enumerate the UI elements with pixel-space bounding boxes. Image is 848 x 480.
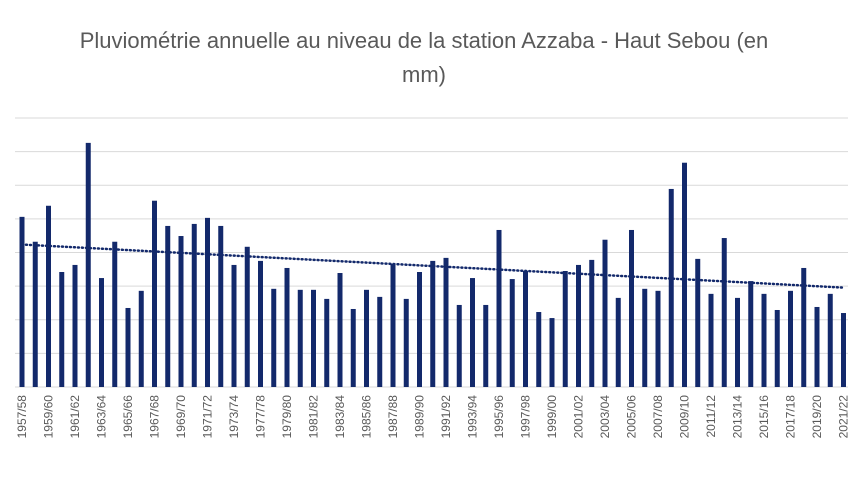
bar [191,223,197,387]
bar [536,312,542,387]
bar [72,264,78,387]
x-tick-label: 1989/90 [413,395,427,439]
bar [364,289,369,387]
x-tick-label: 2015/16 [757,395,771,439]
bar [32,241,38,387]
x-tick-label: 1957/58 [15,395,29,439]
bar [655,290,661,387]
bar [523,270,528,387]
bar [46,205,51,387]
bar [562,270,568,387]
bar [311,289,316,387]
bar [589,259,595,387]
bar [403,298,409,387]
bar [695,258,701,387]
x-tick-label: 1993/94 [466,395,480,439]
bar [721,238,727,387]
bar [337,273,343,387]
bar [615,297,621,387]
bar [456,304,462,387]
x-tick-label: 1973/74 [227,395,241,439]
x-tick-label: 1961/62 [68,395,82,439]
x-tick-label: 2021/22 [837,395,848,439]
bar [470,278,475,387]
bar [708,293,714,387]
bar [205,217,210,387]
bar [682,162,687,387]
x-tick-label: 1963/64 [95,395,109,439]
bar [417,272,422,387]
x-tick-label: 2009/10 [678,395,692,439]
bar [814,306,820,387]
bar [801,267,807,387]
bar [748,281,754,387]
bar [271,288,277,387]
x-tick-label: 1969/70 [174,395,188,439]
x-tick-label: 1967/68 [148,395,162,439]
bar [85,142,91,387]
bar [324,298,330,387]
bar [165,225,171,387]
bar [788,290,793,387]
x-tick-label: 1991/92 [439,395,453,439]
x-tick-label: 1959/60 [42,395,56,439]
bar [244,246,250,387]
x-tick-label: 1981/82 [307,395,321,439]
x-tick-label: 1965/66 [121,395,135,439]
x-tick-label: 2001/02 [572,395,586,439]
bar [735,297,740,387]
bar [668,188,674,387]
bar [430,260,436,387]
bar [152,200,157,387]
bar [99,278,104,387]
bar [59,272,65,387]
x-tick-label: 2003/04 [598,395,612,439]
bar [642,288,648,387]
x-tick-label: 1985/86 [360,395,374,439]
bar [19,216,25,387]
x-tick-label: 1983/84 [333,395,347,439]
x-tick-label: 2017/18 [784,395,798,439]
bar [138,290,144,387]
x-tick-label: 1977/78 [254,395,268,439]
x-tick-label: 2007/08 [651,395,665,439]
bar [549,318,555,387]
bar [284,267,290,387]
x-tick-label: 1999/00 [545,395,559,439]
x-tick-label: 1987/88 [386,395,400,439]
bar [297,289,303,387]
bar [231,264,237,387]
x-tick-label: 2019/20 [810,395,824,439]
x-tick-label: 2013/14 [731,395,745,439]
x-tick-label: 2005/06 [625,395,639,439]
bar [774,309,780,387]
bar [602,239,608,387]
bar [218,225,224,387]
x-tick-label: 1995/96 [492,395,506,439]
x-tick-label: 1997/98 [519,395,533,439]
bar [761,293,767,387]
bar [350,308,356,387]
bar [443,257,449,387]
bar [377,296,383,387]
bar [112,241,118,387]
bar [576,264,581,387]
x-tick-label: 2011/12 [704,395,718,438]
trendline [20,243,845,289]
x-tick-label: 1979/80 [280,395,294,439]
bar [125,307,131,387]
bar [178,236,184,387]
bar [258,260,263,387]
bar [629,229,634,387]
bar [483,304,489,387]
bar [841,313,846,387]
bar [509,279,515,387]
chart-title: Pluviométrie annuelle au niveau de la st… [79,28,769,87]
bar [827,293,833,387]
bar [496,229,502,387]
bar [390,263,396,387]
x-tick-label: 1971/72 [201,395,215,439]
